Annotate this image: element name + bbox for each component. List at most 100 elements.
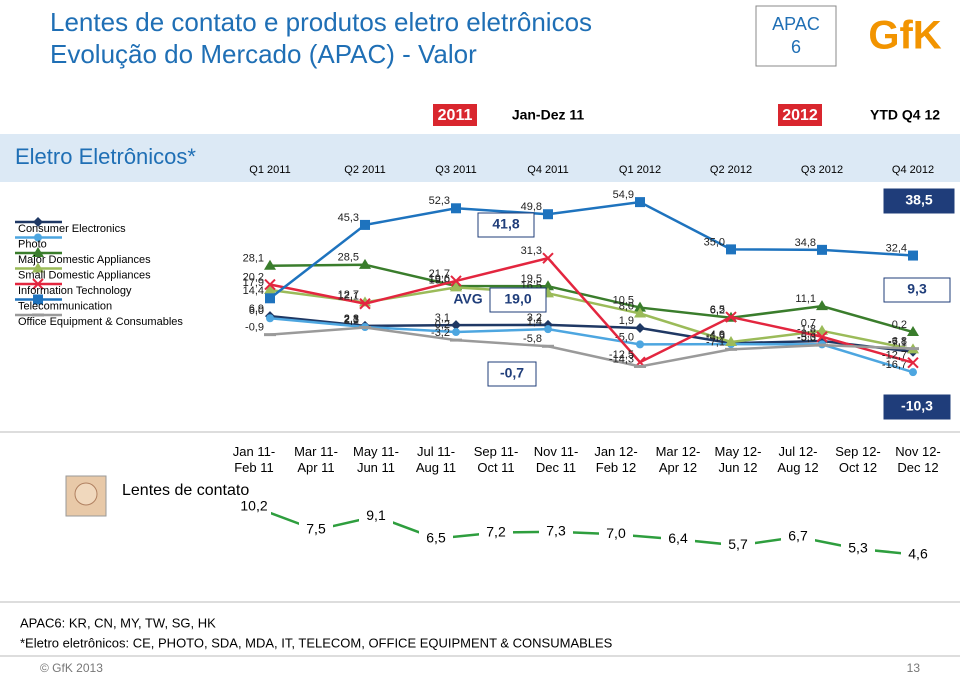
data-label: 49,8 (521, 201, 542, 213)
data-label: 6,5 (426, 529, 446, 545)
data-label: 12,1 (338, 291, 359, 303)
average-label: 19,0 (504, 291, 531, 307)
data-label: 10,2 (240, 498, 267, 514)
marker (32, 247, 44, 257)
x-tick-label: Q1 2012 (619, 164, 661, 176)
data-label: -16,7 (882, 359, 907, 371)
average-tag: AVG (453, 291, 482, 307)
data-point (901, 544, 935, 565)
average-box (477, 212, 535, 238)
legend-label: Photo (18, 238, 47, 250)
data-label: 19,5 (521, 273, 542, 285)
data-label: 6,7 (788, 528, 808, 544)
data-label: 1,4 (527, 316, 542, 328)
legend-label: Telecommunication (18, 300, 112, 312)
marker (726, 244, 736, 255)
marker (816, 324, 828, 335)
x-tick-label: Nov 12- Dec 12 (895, 444, 941, 475)
marker (816, 300, 828, 311)
legend-label: Information Technology (18, 285, 132, 297)
marker (264, 259, 276, 270)
data-label: -12,5 (609, 349, 634, 361)
average-box (883, 188, 955, 214)
title: Lentes de contato e produtos eletro elet… (50, 7, 592, 37)
data-label: 3,1 (435, 312, 450, 324)
marker (908, 250, 918, 261)
data-label: 4,6 (908, 546, 928, 562)
marker (451, 203, 461, 214)
series-line (269, 263, 914, 334)
data-label: -7,1 (888, 336, 907, 348)
data-label: 5,3 (848, 540, 868, 556)
data-label: 6,5 (710, 304, 725, 316)
data-point (539, 521, 573, 542)
data-label: -12,7 (882, 350, 907, 362)
x-tick-label: Q2 2011 (344, 164, 385, 176)
marker (359, 298, 371, 310)
data-label: 10,5 (613, 294, 634, 306)
series-line (269, 314, 914, 353)
marker (264, 278, 276, 291)
year-box (778, 104, 822, 126)
data-label: 0,7 (801, 318, 816, 330)
data-label: 52,3 (429, 195, 450, 207)
marker (725, 311, 737, 323)
data-label: -14,3 (609, 353, 634, 365)
average-label: -10,3 (901, 398, 933, 414)
period: Jan-Dez 11 (512, 107, 585, 123)
average-box (489, 287, 547, 313)
photo-face (74, 482, 98, 506)
marker (34, 233, 42, 242)
x-tick-label: May 12- Jun 12 (714, 444, 762, 475)
series-line (269, 256, 914, 364)
data-label: 0,2 (892, 319, 907, 331)
data-point (661, 529, 695, 550)
data-label: 34,8 (795, 237, 816, 249)
average-box (487, 361, 537, 387)
marker (32, 278, 44, 290)
data-label: -6,8 (888, 336, 907, 348)
data-label: 6,0 (249, 305, 264, 317)
marker (450, 281, 462, 292)
data-label: 19,6 (429, 273, 450, 285)
marker (907, 356, 919, 369)
chart-title: Eletro Eletrônicos* (15, 144, 196, 169)
marker (265, 293, 275, 304)
data-label: 5,7 (728, 536, 748, 552)
marker (359, 258, 371, 269)
data-label: 17,9 (243, 277, 264, 289)
x-tick-label: Jan 12- Feb 12 (594, 444, 638, 475)
marker (264, 283, 276, 294)
x-tick-label: Sep 12- Oct 12 (835, 444, 881, 475)
data-label: 6,9 (249, 303, 264, 315)
x-tick-label: Q3 2012 (801, 164, 843, 176)
subtitle: Evolução do Mercado (APAC) - Valor (50, 39, 477, 69)
year: 2011 (438, 107, 473, 124)
legend-label: Small Domestic Appliances (18, 269, 151, 281)
copyright: © GfK 2013 (40, 661, 103, 675)
badge-number: 6 (791, 37, 801, 57)
data-point (479, 522, 513, 543)
data-label: 2,8 (344, 313, 359, 325)
marker (543, 209, 553, 220)
year-box (433, 104, 477, 126)
average-box (883, 394, 951, 420)
footnote: *Eletro eletrônicos: CE, PHOTO, SDA, MDA… (20, 635, 613, 650)
data-label: 3,2 (527, 312, 542, 324)
marker (725, 336, 737, 346)
data-label: 20,2 (243, 271, 264, 283)
data-label: 28,5 (338, 252, 359, 264)
logo: GfK (868, 14, 941, 58)
data-label: 14,4 (243, 285, 264, 297)
data-label: 45,3 (338, 212, 359, 224)
data-label: 11,1 (795, 293, 816, 305)
x-tick-label: Q4 2012 (892, 164, 934, 176)
legend-label: Major Domestic Appliances (18, 254, 151, 266)
data-label: -1,8 (797, 324, 816, 336)
average-label: 9,3 (907, 281, 927, 297)
year: 2012 (782, 107, 818, 124)
data-label: 54,9 (613, 189, 634, 201)
marker (636, 340, 644, 349)
